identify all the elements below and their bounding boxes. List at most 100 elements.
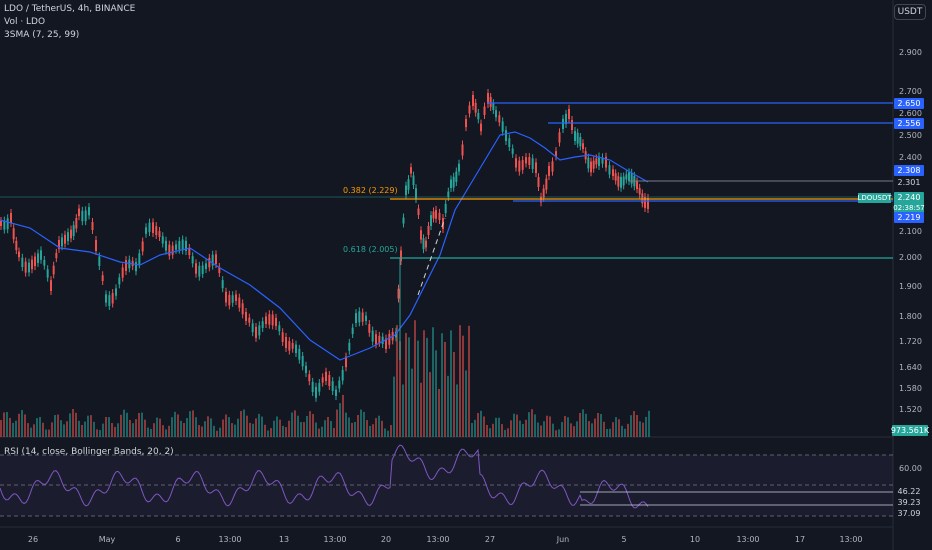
time-tick: 26 bbox=[27, 535, 39, 544]
volume-bar bbox=[105, 417, 107, 437]
volume-bar bbox=[381, 420, 383, 437]
candle-body bbox=[474, 102, 477, 113]
candle-body bbox=[40, 250, 42, 260]
candle-body bbox=[628, 172, 630, 181]
price-tick: 2.700 bbox=[899, 87, 922, 96]
candle-body bbox=[505, 130, 507, 141]
volume-bar bbox=[216, 430, 218, 437]
volume-bar bbox=[123, 409, 125, 437]
volume-bar bbox=[159, 418, 161, 437]
volume-bar bbox=[57, 414, 59, 437]
volume-bar bbox=[12, 422, 14, 437]
volume-bar bbox=[606, 428, 608, 437]
volume-bar bbox=[174, 411, 176, 437]
candle-body bbox=[368, 324, 371, 333]
candle-body bbox=[205, 263, 207, 269]
candle-body bbox=[158, 231, 161, 237]
candle-body bbox=[644, 196, 646, 208]
volume-bar bbox=[192, 410, 194, 437]
volume-bar bbox=[144, 419, 146, 437]
candle-body bbox=[15, 240, 18, 251]
candle-body bbox=[121, 267, 124, 278]
candle-body bbox=[558, 132, 561, 143]
volume-bar bbox=[219, 427, 221, 437]
candle-body bbox=[181, 239, 184, 251]
volume-bar bbox=[450, 330, 452, 437]
candle-body bbox=[568, 108, 570, 119]
candle-body bbox=[358, 311, 361, 323]
volume-bar bbox=[237, 418, 239, 437]
candle-body bbox=[275, 317, 277, 326]
candle-body bbox=[501, 121, 504, 132]
volume-bar bbox=[36, 418, 38, 437]
volume-bar bbox=[375, 418, 377, 437]
candle-body bbox=[285, 336, 287, 348]
volume-bar bbox=[327, 416, 329, 437]
volume-bar bbox=[366, 420, 368, 437]
candle-body bbox=[582, 143, 584, 149]
volume-badge: 973.561K bbox=[890, 425, 930, 436]
volume-bar bbox=[249, 422, 251, 437]
candle-body bbox=[420, 230, 422, 240]
candle-body bbox=[185, 240, 187, 251]
volume-bar bbox=[585, 413, 587, 437]
candle-body bbox=[91, 222, 94, 230]
candle-body bbox=[498, 115, 501, 123]
countdown-badge: 02:38:57 bbox=[893, 202, 925, 213]
candle-body bbox=[551, 161, 554, 172]
volume-bar bbox=[69, 413, 71, 437]
time-tick: 17 bbox=[794, 535, 806, 544]
candle-body bbox=[487, 93, 489, 104]
candle-body bbox=[381, 336, 384, 344]
candle-body bbox=[238, 297, 241, 308]
volume-bar bbox=[210, 418, 212, 437]
candle-body bbox=[427, 225, 430, 235]
volume-bar bbox=[414, 320, 416, 437]
rsi-legend[interactable]: RSI (14, close, Bollinger Bands, 20, 2) bbox=[4, 447, 174, 457]
volume-bar bbox=[600, 414, 602, 437]
candle-body bbox=[228, 294, 231, 306]
volume-bar bbox=[510, 420, 512, 437]
volume-bar bbox=[612, 422, 614, 437]
volume-bar bbox=[15, 420, 17, 437]
volume-bar bbox=[591, 423, 593, 437]
candle-body bbox=[118, 277, 121, 285]
candle-body bbox=[301, 355, 304, 367]
candle-body bbox=[161, 236, 164, 244]
candle-body bbox=[402, 217, 405, 224]
volume-bar bbox=[189, 411, 191, 437]
currency-button[interactable]: USDT bbox=[894, 4, 926, 20]
candle-body bbox=[548, 165, 550, 176]
candle-body bbox=[422, 238, 425, 250]
candle-body bbox=[355, 313, 357, 323]
candle-body bbox=[241, 303, 244, 315]
volume-bar bbox=[138, 412, 140, 437]
candle-body bbox=[341, 369, 344, 381]
volume-bar bbox=[201, 426, 203, 437]
candle-body bbox=[281, 332, 284, 342]
volume-bar bbox=[609, 428, 611, 437]
price-tick: 1.520 bbox=[899, 405, 922, 414]
volume-bar bbox=[66, 421, 68, 437]
candle-body bbox=[495, 110, 497, 118]
sma-legend[interactable]: 3SMA (7, 25, 99) bbox=[4, 30, 80, 40]
candle-body bbox=[261, 321, 264, 328]
volume-bar bbox=[288, 420, 290, 437]
candle-body bbox=[6, 218, 9, 230]
volume-bar bbox=[39, 416, 41, 437]
symbol-legend[interactable]: LDO / TetherUS, 4h, BINANCE bbox=[4, 4, 136, 14]
volume-bar bbox=[75, 412, 77, 437]
volume-bar bbox=[630, 415, 632, 437]
volume-bar bbox=[393, 376, 395, 437]
volume-bar bbox=[627, 423, 629, 437]
candle-body bbox=[375, 334, 377, 345]
candle-body bbox=[28, 262, 30, 273]
volume-bar bbox=[456, 384, 458, 437]
time-tick: 13:00 bbox=[839, 535, 863, 544]
candle-body bbox=[361, 312, 364, 322]
candle-body bbox=[43, 259, 46, 266]
candle-body bbox=[231, 295, 234, 303]
volume-legend[interactable]: Vol · LDO bbox=[4, 17, 46, 27]
volume-bar bbox=[204, 421, 206, 437]
